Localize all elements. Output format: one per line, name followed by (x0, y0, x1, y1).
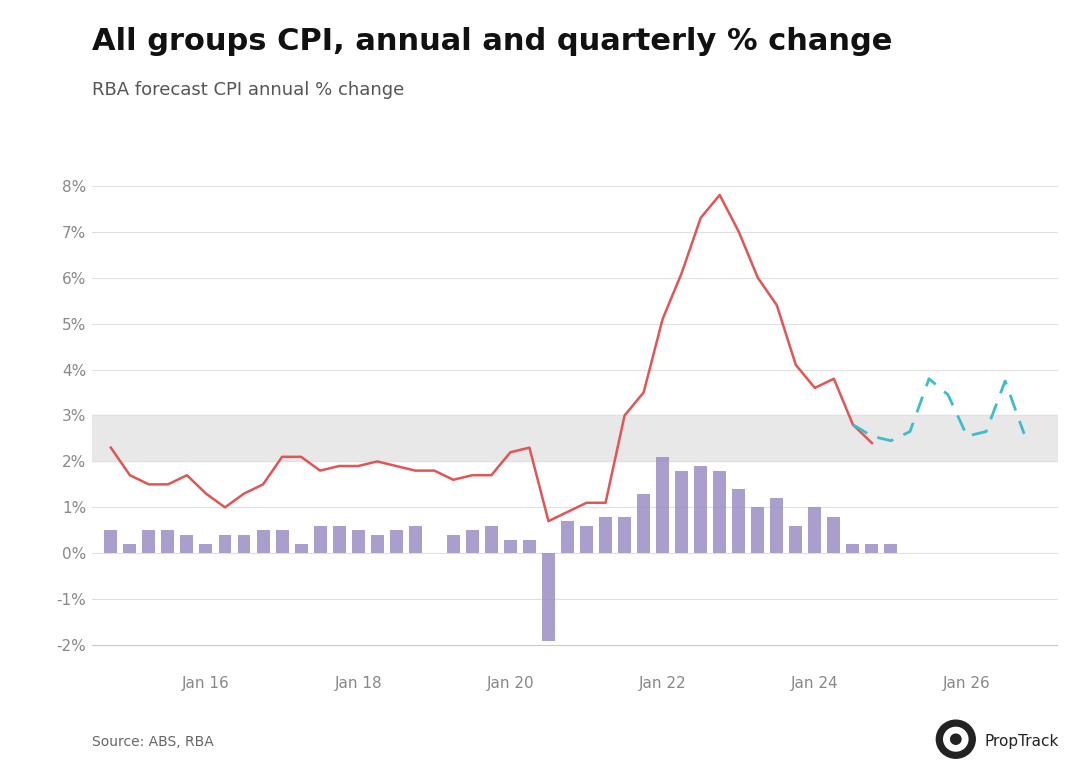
Bar (637, 494, 650, 553)
Bar (618, 517, 631, 553)
Bar (390, 531, 403, 553)
Bar (523, 539, 536, 553)
Bar (409, 526, 421, 553)
Text: PropTrack: PropTrack (985, 733, 1059, 749)
Bar (143, 531, 156, 553)
Bar (542, 553, 555, 641)
Bar (370, 535, 383, 553)
Bar (123, 544, 136, 553)
Bar (885, 544, 897, 553)
Bar (694, 466, 707, 553)
Bar (447, 535, 460, 553)
Bar (561, 521, 573, 553)
Bar (257, 531, 270, 553)
Bar (599, 517, 612, 553)
Circle shape (936, 720, 975, 758)
Bar (580, 526, 593, 553)
Bar (275, 531, 288, 553)
Bar (732, 489, 745, 553)
Circle shape (950, 734, 961, 744)
Bar (657, 457, 670, 553)
Text: RBA forecast CPI annual % change: RBA forecast CPI annual % change (92, 81, 404, 98)
Text: Source: ABS, RBA: Source: ABS, RBA (92, 735, 214, 749)
Bar (675, 471, 688, 553)
Bar (865, 544, 878, 553)
Bar (752, 508, 765, 553)
Bar (92, 415, 1058, 462)
Circle shape (944, 727, 968, 751)
Bar (789, 526, 802, 553)
Bar (770, 498, 783, 553)
Bar (161, 531, 174, 553)
Bar (504, 539, 517, 553)
Bar (238, 535, 251, 553)
Bar (200, 544, 213, 553)
Bar (180, 535, 193, 553)
Bar (847, 544, 860, 553)
Bar (808, 508, 821, 553)
Text: All groups CPI, annual and quarterly % change: All groups CPI, annual and quarterly % c… (92, 27, 892, 56)
Bar (295, 544, 308, 553)
Bar (465, 531, 478, 553)
Bar (485, 526, 498, 553)
Bar (827, 517, 840, 553)
Bar (333, 526, 346, 553)
Bar (313, 526, 326, 553)
Bar (105, 531, 118, 553)
Bar (218, 535, 231, 553)
Bar (352, 531, 365, 553)
Bar (713, 471, 726, 553)
